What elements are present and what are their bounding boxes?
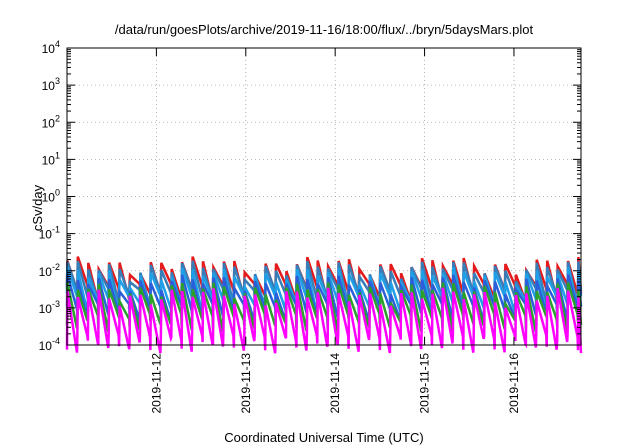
x-tick-label: 2019-11-12 — [149, 353, 163, 414]
x-tick-label: 2019-11-16 — [507, 353, 521, 414]
y-tick-label: 10-1 — [39, 225, 60, 242]
y-tick-label: 104 — [42, 39, 60, 56]
y-tick-label: 10-3 — [39, 299, 60, 316]
y-tick-label: 103 — [42, 76, 60, 93]
y-tick-label: 102 — [42, 113, 60, 130]
ticks — [67, 47, 581, 346]
y-tick-label: 10-4 — [39, 336, 60, 353]
y-tick-label: 100 — [42, 188, 60, 205]
chart-title: /data/run/goesPlots/archive/2019-11-16/1… — [115, 22, 534, 37]
x-tick-label: 2019-11-15 — [418, 353, 432, 414]
x-tick-label: 2019-11-13 — [239, 353, 253, 414]
y-tick-label: 10-2 — [39, 262, 60, 279]
x-tick-label: 2019-11-14 — [328, 353, 342, 414]
y-tick-labels: 10-4 10-3 10-2 10-1 100 101 102 103 104 — [39, 39, 60, 353]
y-tick-label: 101 — [42, 150, 60, 167]
x-axis-label: Coordinated Universal Time (UTC) — [224, 430, 423, 445]
y-axis-label: cSv/day — [30, 184, 45, 231]
x-tick-labels: 2019-11-12 2019-11-13 2019-11-14 2019-11-15… — [149, 353, 521, 414]
series-line — [65, 287, 583, 354]
series-group — [65, 256, 583, 354]
